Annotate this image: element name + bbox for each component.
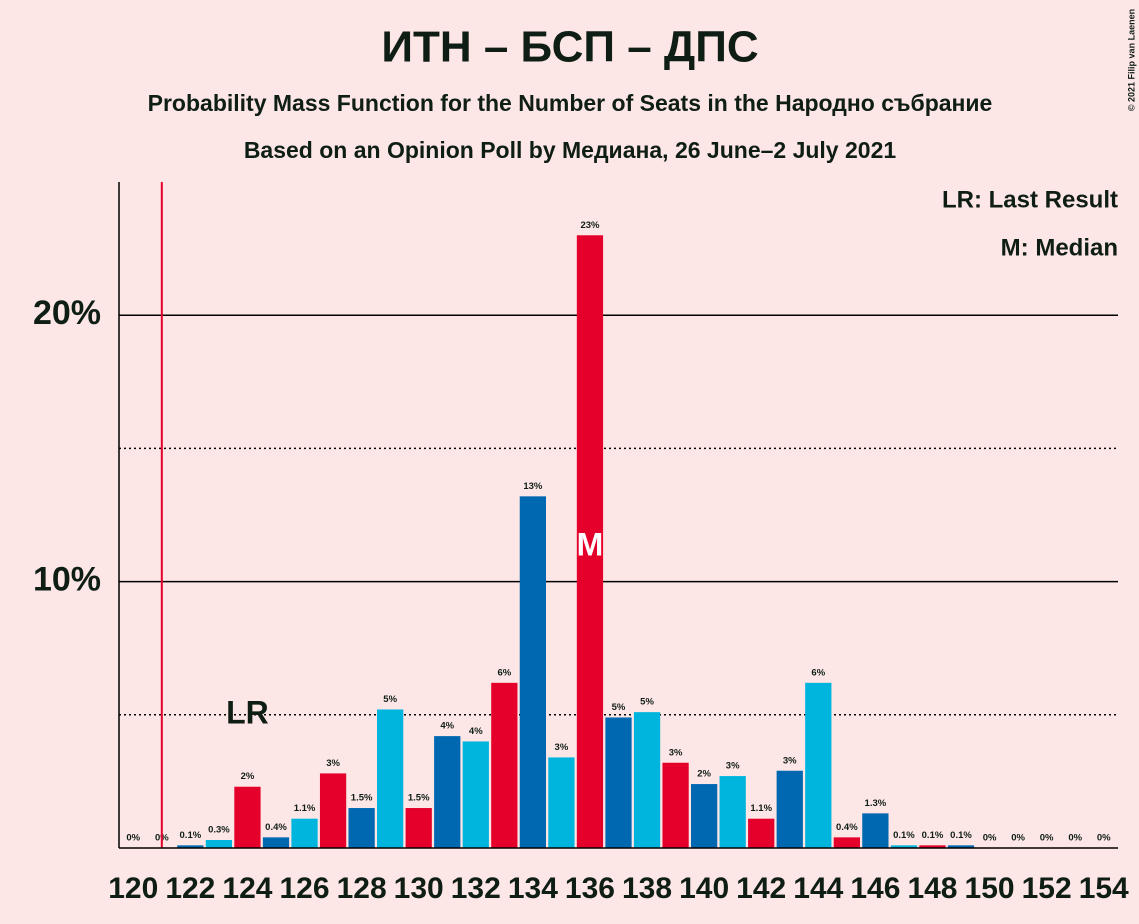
- x-tick-label: 146: [850, 872, 900, 905]
- x-tick-label: 136: [565, 872, 615, 905]
- value-label: 0%: [983, 833, 997, 844]
- last-result-label: LR: [226, 694, 269, 730]
- bar: [434, 736, 461, 848]
- copyright: © 2021 Filip van Laenen: [1126, 9, 1136, 111]
- value-label: 0.1%: [922, 830, 944, 841]
- bar: [319, 773, 347, 848]
- value-label: 0%: [126, 833, 140, 844]
- bar: [662, 762, 689, 848]
- bar: [862, 813, 889, 848]
- bar: [890, 845, 918, 848]
- bar: [548, 757, 575, 848]
- value-label: 0.4%: [265, 822, 287, 833]
- legend-entry: M: Median: [1001, 234, 1118, 261]
- bar: [805, 682, 832, 848]
- value-label: 1.3%: [865, 798, 887, 809]
- bar: [748, 818, 775, 848]
- value-label: 3%: [555, 742, 569, 753]
- x-tick-label: 120: [108, 872, 158, 905]
- bar: [919, 845, 946, 848]
- value-label: 3%: [783, 755, 797, 766]
- value-label: 4%: [469, 726, 483, 737]
- value-label: 3%: [726, 761, 740, 772]
- bar: [605, 717, 632, 848]
- bar: [633, 712, 661, 848]
- bar: [491, 682, 518, 848]
- x-tick-label: 150: [965, 872, 1015, 905]
- value-label: 0%: [1040, 833, 1054, 844]
- value-label: 5%: [640, 697, 654, 708]
- x-tick-label: 124: [222, 872, 272, 905]
- bar: [177, 845, 204, 848]
- median-label: M: [577, 526, 604, 562]
- x-tick-label: 130: [394, 872, 444, 905]
- bar: [291, 818, 318, 848]
- value-label: 13%: [523, 481, 543, 492]
- value-label: 0.4%: [836, 822, 858, 833]
- x-tick-label: 132: [451, 872, 501, 905]
- x-tick-label: 138: [622, 872, 672, 905]
- bar: [205, 840, 233, 848]
- x-tick-label: 144: [793, 872, 843, 905]
- value-label: 0%: [1011, 833, 1025, 844]
- bar: [519, 496, 547, 848]
- value-label: 0.1%: [950, 830, 972, 841]
- x-tick-label: 134: [508, 872, 558, 905]
- value-label: 0%: [1068, 833, 1082, 844]
- value-label: 1.1%: [294, 803, 316, 814]
- value-label: 2%: [241, 771, 255, 782]
- bar: [576, 235, 604, 848]
- legend-entry: LR: Last Result: [942, 186, 1118, 213]
- bar: [719, 776, 746, 848]
- value-label: 4%: [440, 721, 454, 732]
- value-label: 2%: [697, 769, 711, 780]
- value-label: 1.5%: [351, 793, 373, 804]
- x-tick-label: 128: [337, 872, 387, 905]
- x-tick-label: 148: [907, 872, 957, 905]
- bar: [377, 709, 404, 848]
- bar: [405, 808, 432, 848]
- value-label: 6%: [811, 667, 825, 678]
- bar: [262, 837, 290, 848]
- bar: [690, 784, 718, 848]
- y-tick-label: 20%: [33, 294, 101, 332]
- x-tick-label: 154: [1079, 872, 1129, 905]
- value-label: 3%: [326, 758, 340, 769]
- value-label: 0%: [1097, 833, 1111, 844]
- bar: [234, 786, 261, 848]
- chart-subtitle: Based on an Opinion Poll by Медиана, 26 …: [244, 137, 897, 163]
- x-tick-label: 122: [165, 872, 215, 905]
- value-label: 1.1%: [750, 803, 772, 814]
- bar: [348, 808, 375, 848]
- chart-title: ИТН – БСП – ДПС: [381, 23, 758, 72]
- bar: [947, 845, 975, 848]
- value-label: 23%: [580, 220, 600, 231]
- bar: [833, 837, 860, 848]
- chart-subtitle: Probability Mass Function for the Number…: [148, 90, 993, 116]
- y-tick-label: 10%: [33, 561, 101, 599]
- x-tick-label: 126: [279, 872, 329, 905]
- value-label: 1.5%: [408, 793, 430, 804]
- bar: [462, 741, 489, 848]
- value-label: 3%: [669, 747, 683, 758]
- value-label: 0.1%: [180, 830, 202, 841]
- value-label: 5%: [612, 702, 626, 713]
- x-tick-label: 152: [1022, 872, 1072, 905]
- value-label: 5%: [383, 694, 397, 705]
- value-label: 0.3%: [208, 825, 230, 836]
- bar: [776, 770, 803, 848]
- value-label: 6%: [497, 667, 511, 678]
- x-tick-label: 142: [736, 872, 786, 905]
- value-label: 0.1%: [893, 830, 915, 841]
- x-tick-label: 140: [679, 872, 729, 905]
